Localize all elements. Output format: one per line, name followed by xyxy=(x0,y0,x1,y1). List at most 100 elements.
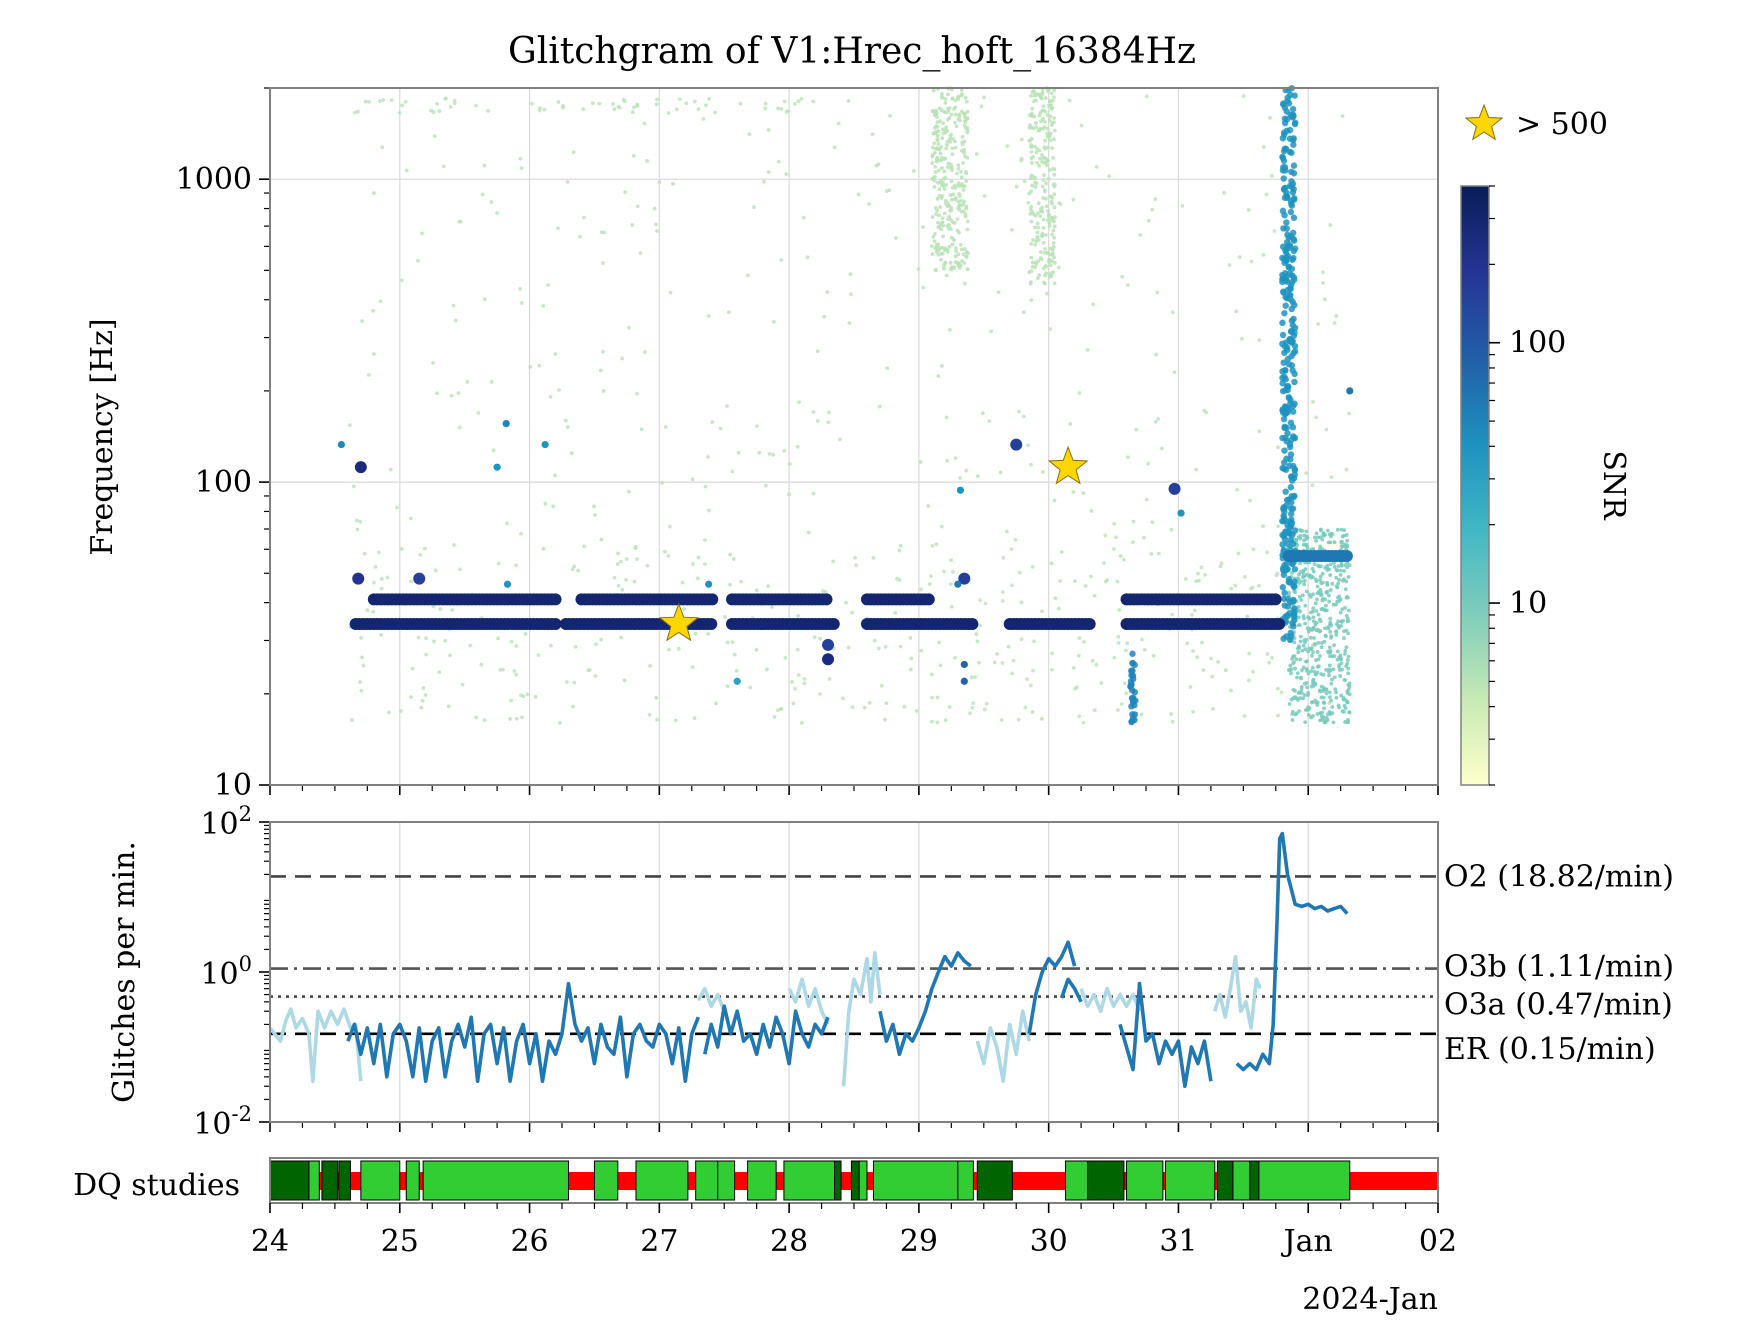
scatter-point xyxy=(815,418,820,423)
scatter-point xyxy=(667,524,672,529)
scatter-point xyxy=(1113,535,1118,540)
dq-segment xyxy=(1216,1160,1234,1201)
scatter-point xyxy=(493,463,501,471)
scatter-point xyxy=(486,108,491,113)
scatter-point xyxy=(909,656,914,661)
scatter-point xyxy=(1291,566,1299,573)
scatter-point xyxy=(718,426,723,431)
scatter-point xyxy=(1315,650,1320,654)
scatter-point xyxy=(1202,408,1207,413)
scatter-point xyxy=(1329,623,1334,628)
scatter-point xyxy=(1120,274,1125,279)
scatter-point xyxy=(850,705,855,710)
scatter-point xyxy=(1211,706,1215,711)
scatter-point xyxy=(355,527,360,532)
rate-line xyxy=(1079,986,1142,1013)
chart-title: Glitchgram of V1:Hrec_hoft_16384Hz xyxy=(508,31,1196,72)
scatter-point xyxy=(1094,164,1099,169)
scatter-point xyxy=(1282,339,1290,346)
scatter-point xyxy=(489,379,494,384)
scatter-point xyxy=(1336,564,1341,569)
scatter-point xyxy=(1129,660,1136,667)
scatter-point xyxy=(479,662,484,667)
scatter-point xyxy=(1296,650,1301,655)
scatter-point xyxy=(1017,570,1022,575)
scatter-point xyxy=(424,652,429,657)
scatter-point xyxy=(827,677,832,681)
scatter-point xyxy=(966,618,979,631)
scatter-point xyxy=(876,646,881,651)
dq-segment xyxy=(308,1160,320,1201)
scatter-point xyxy=(1050,248,1055,252)
scatter-point xyxy=(953,456,958,461)
scatter-point xyxy=(933,113,938,117)
scatter-point xyxy=(1339,619,1344,624)
scatter-point xyxy=(1305,668,1309,673)
scatter-point xyxy=(956,166,961,171)
scatter-point xyxy=(1298,534,1303,538)
scatter-point xyxy=(1290,214,1298,221)
scatter-point xyxy=(1324,691,1329,696)
scatter-point xyxy=(701,117,706,121)
scatter-point xyxy=(1042,250,1047,255)
scatter-point xyxy=(1334,690,1338,695)
scatter-point xyxy=(1346,654,1351,659)
scatter-point xyxy=(400,103,405,108)
scatter-point xyxy=(622,678,627,683)
scatter-point xyxy=(974,152,979,156)
scatter-point xyxy=(1029,150,1034,154)
scatter-point xyxy=(771,319,776,324)
scatter-point xyxy=(630,110,635,114)
glitchgram-panel: 10 100 1000 Frequency [Hz] xyxy=(85,85,1439,803)
scatter-point xyxy=(537,363,542,368)
scatter-point xyxy=(973,675,977,679)
scatter-point xyxy=(784,172,789,177)
star-marker xyxy=(1047,445,1089,485)
scatter-point xyxy=(1021,414,1026,419)
scatter-point xyxy=(1047,224,1052,228)
scatter-point xyxy=(1010,583,1014,588)
scatter-point xyxy=(621,97,626,102)
scatter-point xyxy=(1257,338,1262,343)
scatter-point xyxy=(1033,185,1038,189)
scatter-point xyxy=(1339,568,1343,573)
scatter-point xyxy=(1279,135,1287,142)
scatter-point xyxy=(1279,541,1286,548)
scatter-point xyxy=(505,521,509,526)
scatter-point xyxy=(943,156,948,161)
scatter-point xyxy=(763,483,768,488)
scatter-point xyxy=(1301,643,1306,648)
scatter-point xyxy=(1323,597,1328,602)
scatter-point xyxy=(654,102,659,107)
scatter-point xyxy=(1342,636,1346,640)
scatter-point xyxy=(964,204,969,209)
scatter-point xyxy=(1283,276,1290,284)
scatter-point xyxy=(1290,315,1297,323)
scatter-point xyxy=(877,404,882,409)
scatter-point xyxy=(992,660,997,665)
scatter-point xyxy=(1316,322,1321,326)
scatter-point xyxy=(696,107,701,112)
scatter-point xyxy=(1077,714,1082,719)
scatter-point xyxy=(480,192,485,197)
scatter-point xyxy=(474,103,478,108)
scatter-point xyxy=(674,107,679,112)
scatter-point xyxy=(879,683,884,688)
scatter-point xyxy=(776,106,780,111)
scatter-point xyxy=(1298,676,1303,681)
scatter-point xyxy=(1127,678,1135,685)
scatter-point xyxy=(953,98,958,103)
scatter-point xyxy=(441,164,446,169)
scatter-point xyxy=(657,180,662,185)
scatter-point xyxy=(955,171,959,176)
scatter-point xyxy=(1046,214,1051,218)
scatter-point xyxy=(1287,633,1295,640)
scatter-point xyxy=(730,640,735,644)
scatter-point xyxy=(1046,209,1050,213)
scatter-point xyxy=(563,418,568,423)
scatter-point xyxy=(965,130,970,135)
scatter-point xyxy=(437,109,442,113)
scatter-point xyxy=(1285,361,1293,368)
scatter-point xyxy=(908,635,913,640)
scatter-point xyxy=(1038,156,1042,161)
